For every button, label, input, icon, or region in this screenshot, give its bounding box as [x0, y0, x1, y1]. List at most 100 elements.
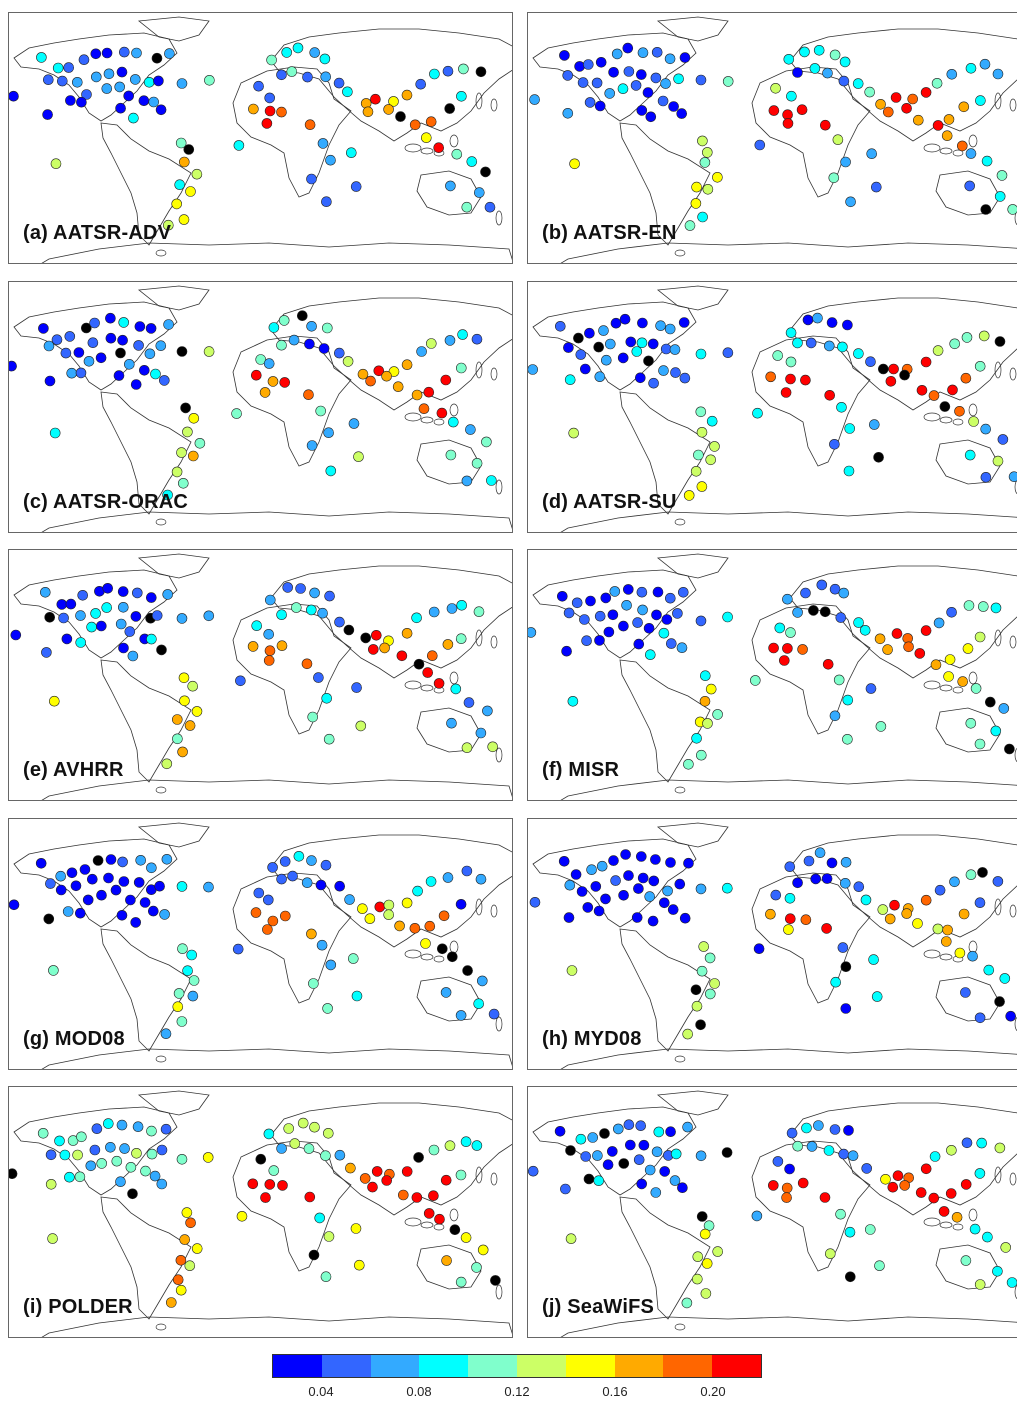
station-marker: [146, 633, 157, 645]
station-marker: [250, 907, 262, 918]
station-marker: [447, 416, 459, 428]
station-marker: [946, 1144, 957, 1156]
station-marker: [181, 1207, 193, 1218]
station-marker: [965, 62, 977, 74]
station-marker: [819, 119, 831, 131]
island-outline: [939, 147, 953, 155]
station-marker: [565, 1145, 576, 1156]
station-marker: [712, 709, 723, 720]
station-marker: [161, 853, 173, 865]
station-marker: [580, 1151, 592, 1162]
station-marker: [636, 337, 648, 349]
station-marker: [623, 584, 634, 595]
island-outline: [433, 418, 445, 426]
station-marker: [635, 372, 646, 384]
station-marker: [187, 990, 199, 1002]
coastline: [619, 122, 711, 246]
island-outline: [155, 249, 167, 257]
station-marker: [832, 134, 844, 145]
station-marker: [203, 610, 215, 622]
station-marker: [695, 1019, 706, 1031]
station-marker: [316, 939, 328, 951]
colorbar-tick-label: 0.08: [406, 1384, 432, 1399]
station-marker: [563, 607, 575, 619]
station-marker: [411, 1192, 423, 1203]
station-marker: [636, 105, 648, 116]
station-marker: [101, 47, 113, 59]
station-marker: [965, 718, 977, 729]
island-outline: [490, 98, 498, 112]
station-marker: [253, 80, 264, 92]
coastline: [416, 170, 482, 216]
station-marker: [130, 917, 141, 928]
coastline: [13, 301, 178, 391]
station-marker: [276, 873, 287, 885]
station-marker: [156, 1144, 168, 1156]
station-marker: [367, 644, 379, 655]
station-marker: [320, 1150, 331, 1161]
station-marker: [838, 587, 850, 599]
station-marker: [306, 855, 317, 866]
station-marker: [355, 720, 367, 732]
station-marker: [666, 638, 677, 649]
station-marker: [149, 1170, 161, 1182]
station-marker: [974, 631, 986, 643]
station-marker: [174, 179, 185, 190]
station-marker: [912, 114, 924, 126]
station-marker: [440, 987, 452, 998]
station-marker: [622, 42, 634, 54]
station-marker: [276, 339, 287, 351]
colorbar-segment: [419, 1355, 469, 1377]
island-outline: [952, 686, 964, 694]
station-marker: [442, 639, 454, 650]
station-marker: [702, 184, 714, 195]
island-outline: [449, 134, 459, 148]
station-marker: [658, 627, 670, 639]
station-marker: [371, 1166, 383, 1177]
station-marker: [963, 600, 975, 611]
station-marker: [569, 158, 580, 170]
coastline: [789, 28, 1017, 142]
station-marker: [992, 876, 1004, 887]
station-marker: [792, 607, 803, 618]
station-marker: [695, 615, 707, 627]
station-marker: [901, 103, 912, 114]
coastline: [789, 1102, 1017, 1216]
station-marker: [801, 1122, 812, 1134]
station-marker: [700, 1288, 712, 1299]
station-marker: [659, 897, 670, 909]
station-marker: [816, 579, 828, 591]
station-marker: [891, 628, 903, 639]
station-marker: [802, 314, 814, 326]
station-marker: [110, 884, 122, 896]
station-marker: [373, 365, 385, 377]
station-marker: [722, 882, 733, 894]
station-marker: [946, 606, 957, 618]
colorbar-ticks: 0.04 0.08 0.12 0.16 0.20: [272, 1384, 762, 1400]
station-marker: [297, 1117, 309, 1129]
island-outline: [404, 949, 422, 959]
station-marker: [643, 623, 655, 634]
station-marker: [264, 105, 276, 117]
station-marker: [683, 490, 695, 501]
station-marker: [960, 1255, 972, 1266]
station-marker: [176, 613, 188, 624]
island-outline: [1009, 98, 1017, 112]
colorbar-tick-label: 0.20: [700, 1384, 726, 1399]
station-marker: [461, 201, 473, 213]
station-marker: [133, 877, 145, 888]
island-outline: [1014, 479, 1017, 495]
station-marker: [658, 365, 669, 376]
station-marker: [251, 369, 262, 381]
station-marker: [456, 599, 468, 611]
station-marker: [117, 586, 129, 597]
station-marker: [709, 978, 720, 989]
station-marker: [460, 1232, 472, 1243]
station-marker: [163, 319, 174, 330]
station-marker: [268, 322, 280, 333]
station-marker: [949, 338, 961, 350]
station-marker: [461, 742, 473, 753]
station-marker: [119, 46, 130, 58]
station-marker: [868, 954, 879, 965]
station-marker: [392, 381, 404, 392]
